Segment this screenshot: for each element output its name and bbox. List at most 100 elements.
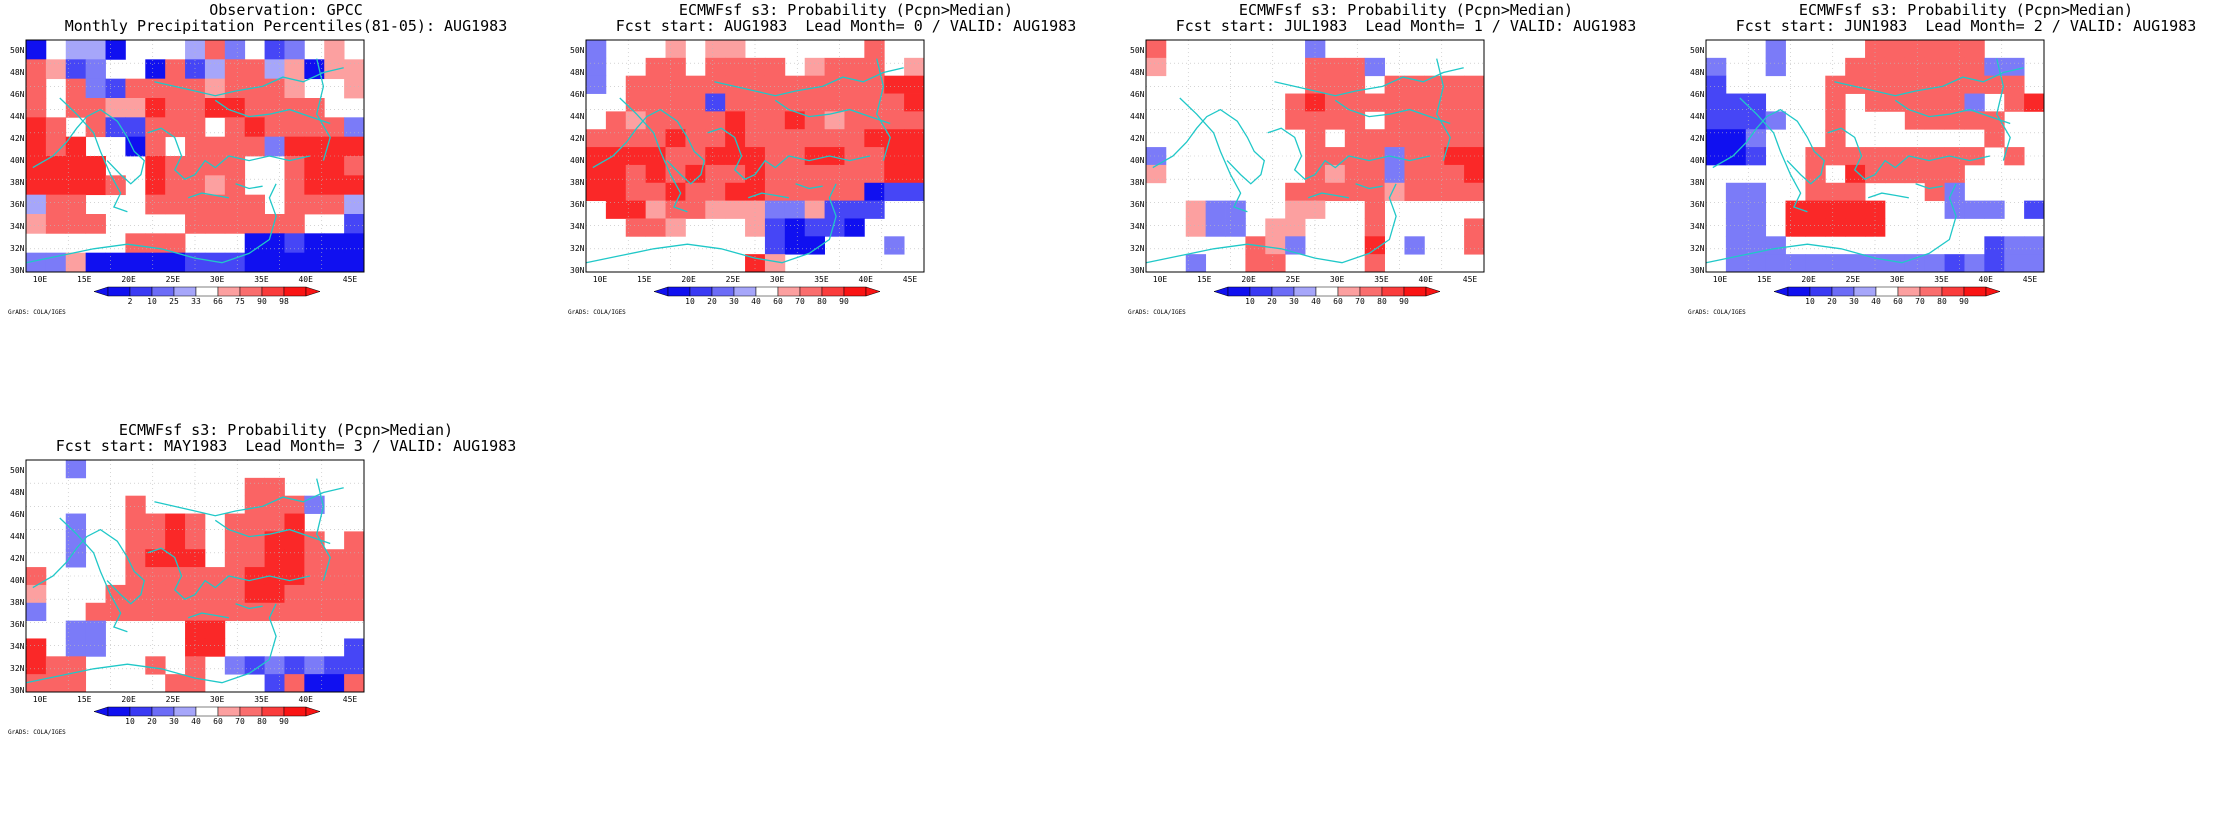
grid-cell	[284, 59, 305, 80]
grid-cell	[645, 93, 666, 112]
y-tick-label: 38N	[1130, 178, 1145, 187]
y-tick-label: 38N	[1690, 178, 1705, 187]
x-tick-label: 30E	[210, 275, 225, 284]
grid-cell	[586, 40, 607, 59]
grid-cell	[1904, 75, 1926, 94]
grid-cell	[204, 602, 226, 622]
legend-swatch	[107, 286, 131, 297]
grid-cell	[864, 164, 885, 184]
y-tick-label: 42N	[10, 134, 25, 143]
grid-cell	[1364, 164, 1385, 184]
grid-cell	[1865, 40, 1886, 59]
grid-cell	[165, 674, 186, 693]
grid-cell	[304, 584, 325, 604]
grid-cell	[1344, 75, 1366, 94]
grid-cell	[1964, 111, 1985, 130]
grid-cell	[26, 638, 47, 657]
grid-cell	[304, 674, 325, 693]
grid-cell	[125, 98, 146, 118]
grid-cell	[1964, 57, 1985, 77]
coastline	[25, 603, 277, 684]
grid-cell	[645, 182, 666, 202]
grid-cell	[904, 111, 925, 130]
grid-cell	[1745, 129, 1767, 148]
grid-cell	[586, 147, 607, 166]
y-tick-label: 30N	[1130, 266, 1145, 275]
grid-cell	[1964, 93, 1985, 112]
grid-cell	[185, 40, 206, 60]
grid-cell	[65, 620, 87, 639]
grid-cell	[705, 129, 726, 148]
legend-label: 90	[1399, 297, 1409, 306]
coastline	[187, 192, 229, 199]
grid-cell	[85, 214, 106, 234]
grid-cell	[1364, 254, 1385, 273]
grid-cell	[1706, 57, 1727, 77]
grid-cell	[824, 200, 845, 219]
grid-cell	[1285, 111, 1306, 130]
grid-cell	[85, 59, 106, 80]
grid-cell	[26, 567, 47, 586]
coastline	[1152, 108, 1266, 185]
grid-cell	[165, 584, 186, 604]
grid-cell	[784, 129, 806, 148]
grid-cell	[85, 98, 106, 118]
grid-cell	[264, 252, 285, 273]
grid-cell	[745, 182, 766, 202]
grid-cell	[1185, 218, 1207, 237]
grid-cell	[1324, 93, 1346, 112]
legend-swatch	[711, 286, 735, 297]
grid-cell	[1924, 40, 1945, 59]
grid-cell	[1865, 218, 1886, 237]
coastline	[154, 487, 344, 517]
grid-cell	[165, 194, 186, 215]
grid-cell	[1785, 218, 1806, 237]
grid-cell	[586, 75, 607, 94]
grid-cell	[145, 513, 166, 532]
grid-cell	[344, 194, 365, 215]
grid-cell	[1464, 75, 1485, 94]
legend-label: 90	[257, 297, 267, 306]
grid-cell	[685, 182, 706, 202]
grid-cell	[745, 218, 766, 237]
grid-cell	[665, 164, 686, 184]
grid-cell	[185, 156, 206, 176]
y-tick-label: 32N	[1130, 244, 1145, 253]
y-tick-label: 30N	[1690, 266, 1705, 275]
grid-cell	[65, 638, 87, 657]
grid-cell	[625, 111, 647, 130]
y-tick-label: 42N	[1690, 134, 1705, 143]
legend-label: 60	[1333, 297, 1343, 306]
grid-cell	[344, 531, 365, 550]
grid-cell	[1265, 236, 1286, 255]
coastline	[1355, 183, 1383, 190]
coastline	[1307, 192, 1349, 199]
grid-cell	[165, 531, 186, 550]
grid-cell	[1745, 200, 1767, 219]
grid-cell	[165, 513, 186, 532]
x-tick-label: 35E	[814, 275, 829, 284]
grid-cell	[1205, 218, 1226, 237]
grid-cell	[864, 182, 885, 202]
legend-label: 60	[213, 717, 223, 726]
panel-subtitle: Fcst start: AUG1983 Lead Month= 0 / VALI…	[615, 17, 1077, 35]
coastline	[32, 108, 146, 185]
grid-cell	[2004, 236, 2025, 255]
grid-cell	[1745, 147, 1767, 166]
grid-cell	[1404, 164, 1425, 184]
grid-cell	[725, 57, 746, 77]
y-tick-label: 32N	[10, 244, 25, 253]
y-tick-label: 46N	[1690, 90, 1705, 99]
grid-cell	[1404, 75, 1425, 94]
grid-cell	[1944, 111, 1965, 130]
grid-cell	[1464, 164, 1485, 184]
x-tick-label: 25E	[1286, 275, 1301, 284]
grid-cell	[1805, 164, 1826, 184]
grid-cell	[1344, 111, 1366, 130]
legend-label: 60	[773, 297, 783, 306]
grid-cell	[665, 182, 686, 202]
grid-cell	[1805, 200, 1826, 219]
grid-cell	[1324, 111, 1346, 130]
grid-cell	[264, 78, 285, 99]
grid-cell	[1984, 129, 2005, 148]
